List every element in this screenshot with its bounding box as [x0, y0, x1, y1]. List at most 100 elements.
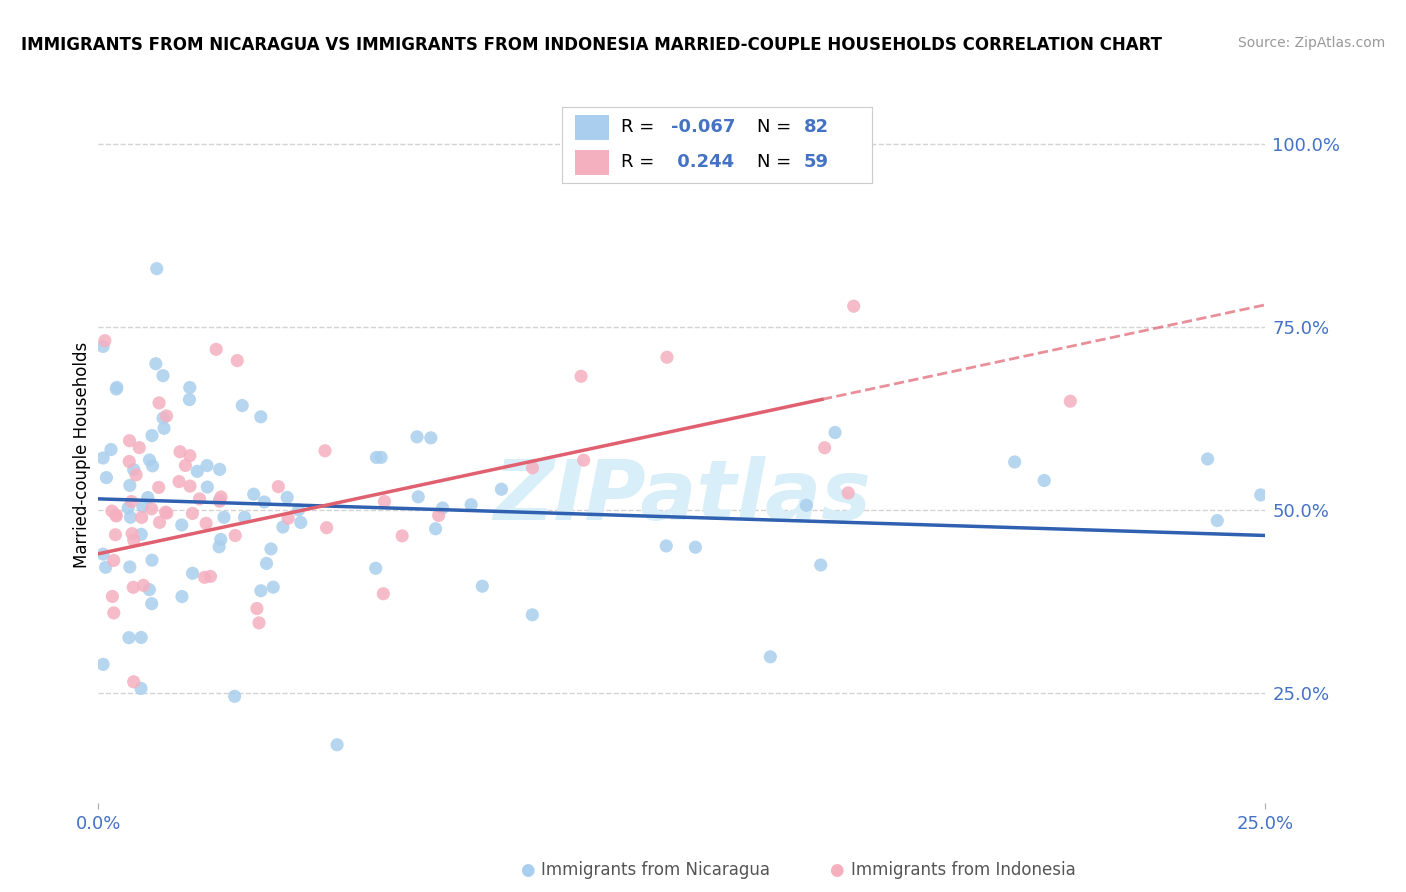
Point [425, 522, 447, 536]
Point [250, 583, 273, 598]
Point [195, 480, 218, 494]
Text: 0.244: 0.244 [671, 153, 734, 171]
Point [267, 480, 290, 494]
Point [122, 674, 145, 689]
Point [373, 587, 395, 601]
Point [118, 478, 141, 492]
Point [128, 441, 150, 455]
Point [156, 506, 179, 520]
Point [104, 508, 127, 522]
Point [169, 444, 191, 458]
Point [432, 501, 454, 516]
Point [373, 494, 395, 508]
FancyBboxPatch shape [575, 114, 609, 140]
Point [224, 690, 246, 704]
Text: R =: R = [621, 153, 654, 171]
Point [145, 261, 167, 276]
Point [287, 503, 309, 517]
Point [121, 526, 143, 541]
Point [94, 560, 117, 574]
Point [256, 557, 278, 571]
Point [212, 510, 235, 524]
Point [155, 409, 177, 423]
Point [179, 392, 201, 407]
Text: Immigrants from Nicaragua: Immigrants from Nicaragua [541, 861, 770, 879]
Text: -0.067: -0.067 [671, 118, 735, 136]
Point [260, 541, 283, 556]
Point [91, 547, 114, 561]
Point [572, 453, 595, 467]
Point [370, 450, 392, 465]
Point [326, 738, 349, 752]
Point [208, 462, 231, 476]
Point [105, 508, 128, 523]
Point [103, 606, 125, 620]
Point [129, 681, 152, 696]
Point [655, 539, 678, 553]
Point [195, 516, 218, 531]
Point [208, 540, 231, 554]
Point [186, 464, 208, 478]
Point [246, 601, 269, 615]
Text: ZIPatlas: ZIPatlas [494, 456, 870, 537]
Point [276, 491, 298, 505]
Point [655, 351, 678, 365]
Text: Immigrants from Indonesia: Immigrants from Indonesia [851, 861, 1076, 879]
Point [247, 615, 270, 630]
Point [148, 516, 170, 530]
Point [842, 299, 865, 313]
Text: ●: ● [520, 861, 534, 879]
Point [796, 498, 818, 512]
Point [208, 494, 231, 508]
Point [91, 450, 114, 465]
Point [253, 495, 276, 509]
Point [101, 590, 124, 604]
Point [194, 570, 217, 584]
Point [148, 396, 170, 410]
Point [810, 558, 832, 572]
Point [122, 533, 145, 548]
Point [224, 528, 246, 542]
Point [129, 527, 152, 541]
Point [132, 578, 155, 592]
Point [125, 467, 148, 482]
Point [315, 521, 337, 535]
Point [262, 580, 284, 594]
Text: N =: N = [758, 153, 792, 171]
Point [121, 494, 143, 508]
Point [120, 510, 142, 524]
Point [153, 421, 176, 435]
Point [271, 520, 294, 534]
Point [174, 458, 197, 473]
Point [188, 491, 211, 506]
Point [814, 441, 837, 455]
Point [152, 368, 174, 383]
Point [141, 501, 163, 516]
Point [406, 430, 429, 444]
Point [364, 561, 387, 575]
Point [152, 411, 174, 425]
Point [91, 657, 114, 672]
Point [249, 409, 271, 424]
Point [96, 470, 118, 484]
Point [132, 500, 155, 514]
Point [1206, 514, 1229, 528]
Point [195, 458, 218, 473]
Point [233, 510, 256, 524]
Point [181, 507, 204, 521]
Point [685, 540, 707, 554]
Point [167, 475, 190, 489]
Point [759, 649, 782, 664]
Point [105, 380, 128, 394]
Point [1250, 488, 1272, 502]
Point [427, 508, 450, 523]
Point [209, 490, 232, 504]
Point [290, 516, 312, 530]
Point [824, 425, 846, 440]
Text: IMMIGRANTS FROM NICARAGUA VS IMMIGRANTS FROM INDONESIA MARRIED-COUPLE HOUSEHOLDS: IMMIGRANTS FROM NICARAGUA VS IMMIGRANTS … [21, 36, 1163, 54]
Point [170, 518, 193, 533]
Point [138, 582, 160, 597]
Point [200, 569, 222, 583]
Point [491, 482, 513, 496]
Point [1059, 394, 1081, 409]
